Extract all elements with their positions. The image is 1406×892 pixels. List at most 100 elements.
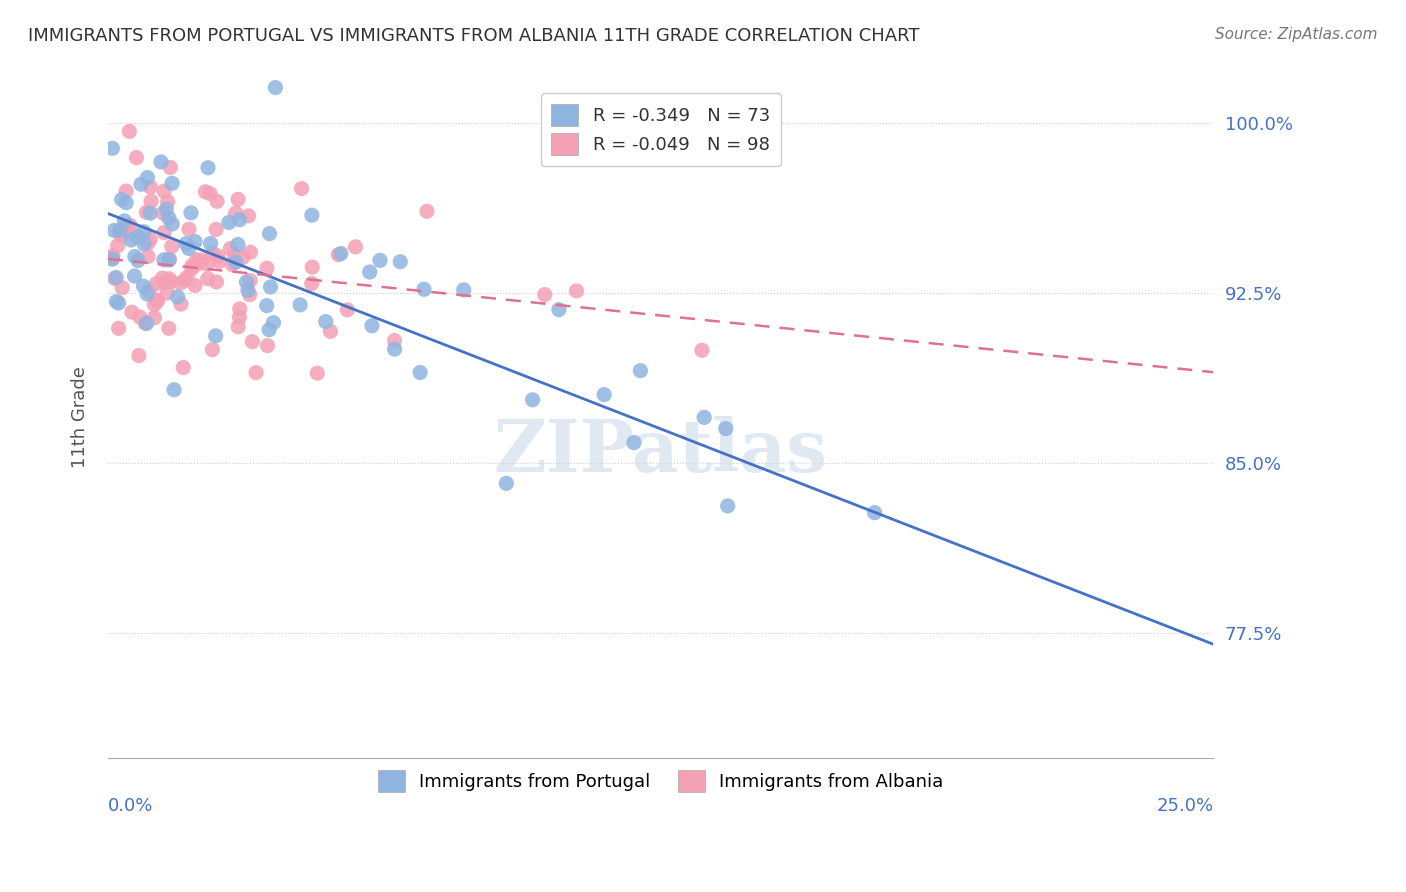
Point (115, 220, 138, 235)
Text: IMMIGRANTS FROM PORTUGAL VS IMMIGRANTS FROM ALBANIA 11TH GRADE CORRELATION CHART: IMMIGRANTS FROM PORTUGAL VS IMMIGRANTS F… (28, 27, 920, 45)
Point (205, 194, 228, 209)
Point (307, 366, 329, 380)
Point (225, 206, 247, 220)
Text: 0.0%: 0.0% (108, 797, 153, 814)
Point (146, 293, 169, 308)
Point (628, 364, 651, 378)
Point (180, 261, 202, 276)
Point (565, 284, 588, 298)
Point (101, 252, 124, 267)
Point (107, 296, 129, 310)
Point (228, 212, 250, 227)
Point (409, 366, 432, 380)
Point (201, 246, 224, 260)
Point (103, 223, 125, 237)
Point (108, 223, 131, 237)
Point (124, 268, 146, 283)
Point (259, 280, 281, 294)
Point (226, 193, 249, 207)
Point (329, 246, 352, 260)
Point (368, 253, 391, 268)
Point (239, 245, 262, 260)
Point (232, 250, 254, 264)
Point (159, 252, 181, 266)
Point (288, 298, 311, 312)
Point (191, 253, 214, 268)
Point (344, 240, 367, 254)
Point (157, 211, 180, 225)
Point (163, 383, 186, 397)
Point (533, 287, 555, 301)
Point (548, 302, 571, 317)
Point (453, 283, 475, 297)
Point (623, 435, 645, 450)
Point (228, 310, 250, 325)
Point (139, 206, 162, 220)
Point (101, 249, 124, 263)
Point (177, 222, 200, 236)
Point (160, 275, 183, 289)
Point (218, 215, 240, 229)
Point (107, 321, 129, 335)
Point (153, 184, 176, 198)
Point (245, 366, 267, 380)
Point (257, 323, 280, 337)
Point (160, 239, 183, 253)
Point (157, 252, 180, 267)
Y-axis label: 11th Grade: 11th Grade (72, 367, 89, 468)
Legend: Immigrants from Portugal, Immigrants from Albania: Immigrants from Portugal, Immigrants fro… (367, 759, 955, 803)
Point (416, 204, 439, 219)
Point (136, 235, 159, 250)
Point (139, 180, 162, 194)
Point (240, 334, 263, 349)
Point (111, 193, 134, 207)
Point (105, 270, 128, 285)
Point (107, 238, 129, 252)
Point (153, 252, 176, 267)
Point (336, 302, 359, 317)
Point (120, 219, 142, 233)
Point (239, 274, 262, 288)
Point (259, 227, 281, 241)
Point (224, 248, 246, 262)
Point (200, 236, 222, 251)
Point (174, 273, 197, 287)
Point (105, 294, 128, 309)
Point (157, 272, 180, 286)
Point (128, 349, 150, 363)
Point (180, 259, 202, 273)
Point (221, 257, 243, 271)
Point (359, 265, 381, 279)
Point (717, 499, 740, 513)
Point (238, 209, 260, 223)
Point (301, 208, 323, 222)
Point (361, 318, 384, 333)
Point (256, 261, 278, 276)
Point (143, 310, 166, 325)
Point (186, 257, 208, 271)
Point (205, 275, 228, 289)
Point (225, 255, 247, 269)
Point (138, 284, 160, 298)
Point (152, 206, 174, 220)
Point (143, 298, 166, 312)
Point (132, 279, 155, 293)
Point (389, 254, 412, 268)
Point (135, 205, 157, 219)
Point (226, 237, 249, 252)
Point (197, 257, 219, 271)
Text: 25.0%: 25.0% (1156, 797, 1213, 814)
Point (219, 242, 242, 256)
Point (863, 506, 886, 520)
Point (134, 237, 156, 252)
Point (135, 317, 157, 331)
Point (198, 186, 221, 201)
Point (157, 321, 180, 335)
Point (112, 214, 135, 228)
Point (134, 316, 156, 330)
Point (120, 233, 142, 247)
Point (166, 290, 188, 304)
Point (111, 281, 134, 295)
Point (690, 343, 713, 358)
Point (139, 232, 162, 246)
